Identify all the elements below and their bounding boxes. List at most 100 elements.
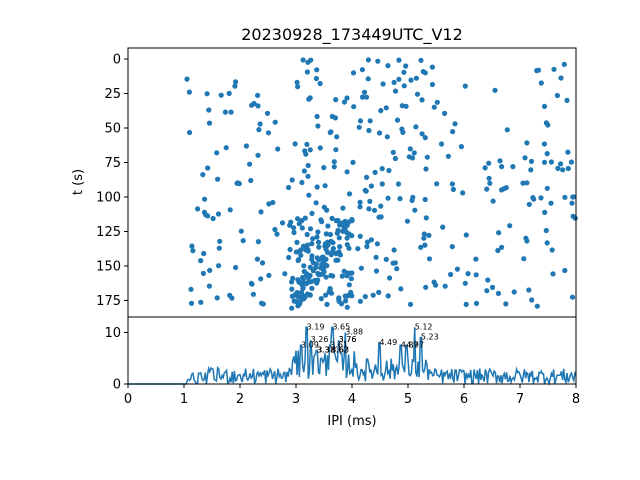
scatter-point-289: [551, 66, 557, 72]
chart-title: 20230928_173449UTC_V12: [241, 25, 463, 45]
scatter-point-196: [429, 81, 435, 88]
scatter-point-229: [423, 215, 429, 221]
scatter-point-45: [250, 291, 256, 297]
scatter-point-219: [419, 97, 425, 103]
scatter-point-25: [206, 283, 212, 289]
scatter-point-8: [206, 107, 212, 113]
scatter-point-173: [357, 298, 363, 304]
scatter-point-316: [462, 280, 468, 286]
scatter-point-141: [323, 274, 329, 280]
peak-label-6: 3.09: [301, 340, 319, 349]
scatter-point-206: [357, 118, 364, 124]
scatter-point-305: [544, 240, 550, 246]
scatter-point-406: [349, 270, 355, 276]
scatter-y-tick-label-5: 125: [96, 225, 121, 240]
scatter-point-473: [289, 305, 295, 311]
scatter-point-230: [358, 265, 364, 271]
scatter-point-346: [454, 266, 460, 272]
scatter-point-178: [396, 57, 402, 63]
scatter-point-223: [383, 256, 389, 262]
scatter-y-tick-label-4: 100: [96, 190, 121, 205]
scatter-point-50: [272, 119, 278, 125]
scatter-point-344: [495, 247, 501, 254]
scatter-point-334: [528, 167, 534, 173]
peak-label-14: 4.97: [406, 340, 424, 349]
scatter-point-348: [445, 153, 451, 159]
scatter-point-372: [307, 226, 314, 232]
scatter-point-329: [569, 200, 575, 206]
scatter-point-176: [403, 63, 409, 69]
scatter-point-433: [291, 225, 297, 231]
scatter-point-323: [484, 288, 490, 294]
peak-label-0: 3.19: [307, 322, 325, 331]
scatter-point-313: [463, 301, 469, 307]
scatter-point-103: [295, 84, 301, 90]
histogram-x-tick-label-2: 2: [236, 392, 244, 407]
scatter-point-286: [542, 209, 548, 215]
scatter-point-453: [309, 241, 315, 247]
scatter-point-409: [337, 252, 343, 258]
scatter-point-56: [265, 130, 272, 136]
scatter-point-446: [299, 225, 305, 231]
scatter-point-19: [233, 79, 239, 85]
scatter-point-190: [365, 76, 371, 82]
scatter-point-355: [499, 187, 505, 193]
scatter-point-171: [373, 268, 380, 274]
scatter-point-226: [413, 124, 419, 130]
scatter-point-272: [510, 164, 516, 170]
scatter-point-132: [302, 148, 308, 154]
scatter-point-38: [187, 129, 193, 136]
scatter-point-116: [333, 97, 339, 103]
histogram-x-tick-label-8: 8: [572, 392, 580, 407]
scatter-point-240: [423, 166, 429, 172]
scatter-point-275: [452, 121, 458, 127]
scatter-point-22: [205, 213, 211, 219]
scatter-point-138: [308, 57, 314, 63]
scatter-point-112: [315, 123, 321, 129]
histogram-y-tick-label-1: 10: [104, 326, 121, 341]
scatter-point-188: [431, 104, 437, 110]
scatter-point-72: [248, 177, 254, 184]
scatter-point-353: [548, 200, 554, 206]
scatter-point-79: [258, 209, 264, 215]
scatter-point-264: [366, 127, 372, 134]
scatter-point-395: [310, 236, 316, 242]
scatter-point-203: [359, 94, 366, 100]
scatter-point-208: [361, 89, 368, 95]
scatter-point-291: [442, 110, 448, 116]
scatter-point-277: [526, 287, 532, 293]
scatter-point-327: [450, 186, 456, 192]
scatter-y-tick-label-2: 50: [104, 122, 121, 137]
scatter-point-62: [255, 92, 261, 98]
scatter-point-113: [331, 159, 337, 165]
scatter-point-205: [396, 76, 402, 82]
scatter-point-336: [486, 160, 492, 166]
scatter-point-58: [274, 231, 280, 237]
scatter-point-394: [328, 272, 334, 279]
scatter-point-438: [349, 293, 355, 299]
scatter-point-268: [485, 277, 491, 283]
scatter-point-488: [320, 254, 326, 260]
scatter-point-159: [368, 237, 374, 243]
scatter-point-356: [554, 92, 561, 99]
scatter-point-450: [296, 221, 302, 227]
peak-label-10: 3.62: [331, 346, 349, 355]
scatter-point-311: [564, 97, 570, 103]
scatter-point-107: [313, 75, 319, 82]
scatter-point-271: [528, 158, 535, 164]
scatter-point-363: [473, 272, 479, 278]
scatter-point-427: [289, 279, 295, 285]
histogram-x-tick-label-6: 6: [460, 392, 468, 407]
scatter-point-11: [218, 92, 224, 98]
scatter-point-39: [222, 109, 228, 115]
scatter-point-293: [555, 165, 561, 171]
scatter-point-166: [422, 196, 428, 203]
scatter-point-292: [460, 190, 466, 196]
scatter-point-48: [258, 276, 264, 282]
scatter-point-180: [385, 195, 391, 201]
scatter-point-258: [392, 155, 398, 162]
scatter-point-216: [380, 81, 386, 87]
scatter-point-88: [300, 57, 306, 63]
scatter-point-207: [429, 64, 435, 70]
